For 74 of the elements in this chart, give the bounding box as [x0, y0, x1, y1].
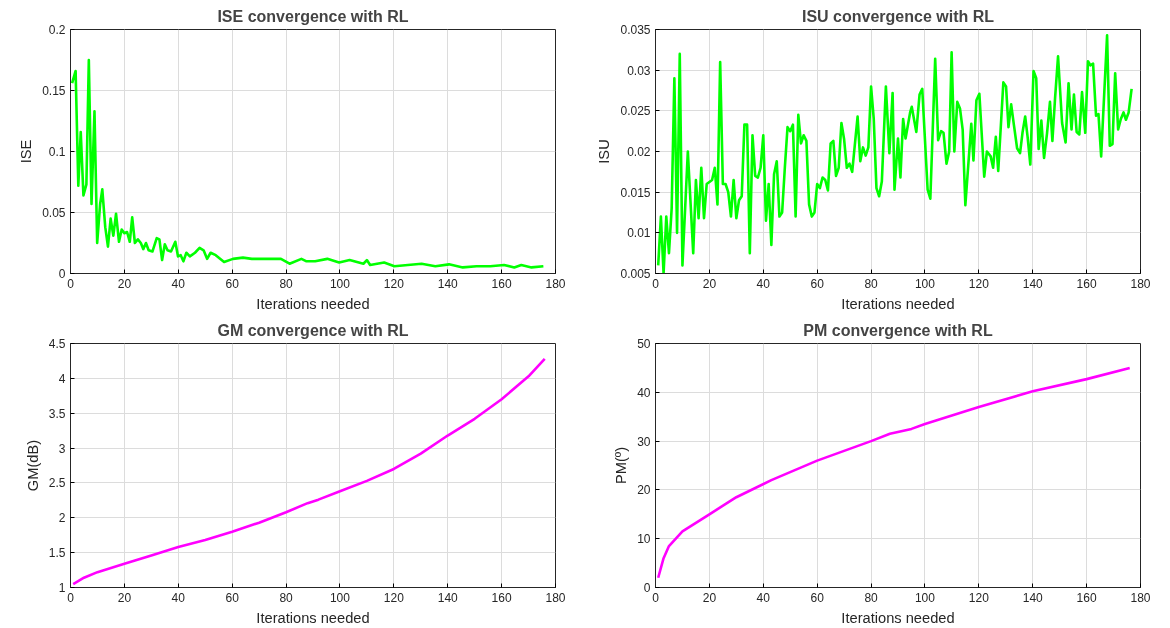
y-tick-label: 0.03: [627, 63, 651, 78]
x-tick-label: 40: [171, 276, 186, 291]
x-tick-label: 140: [1022, 590, 1044, 605]
x-axis-title: Iterations needed: [256, 295, 370, 312]
chart-title: PM convergence with RL: [803, 321, 993, 339]
y-tick-label: 4: [58, 371, 66, 386]
y-tick-label: 30: [637, 434, 651, 449]
x-tick-label: 40: [756, 590, 771, 605]
x-tick-label: 140: [437, 590, 459, 605]
x-tick-label: 120: [383, 590, 405, 605]
y-tick-label: 0.01: [627, 226, 651, 241]
y-tick-label: 0: [58, 267, 66, 281]
x-tick-label: 80: [279, 590, 294, 605]
x-tick-label: 60: [810, 276, 825, 291]
y-tick-label: 0.015: [620, 185, 651, 200]
x-tick-label: 40: [756, 276, 771, 291]
y-axis-title: GM(dB): [24, 439, 41, 492]
y-axis-title: ISE: [18, 139, 35, 164]
y-tick-label: 0.1: [48, 145, 66, 159]
x-tick-label: 160: [1076, 276, 1097, 291]
y-axis-title: ISU: [596, 139, 613, 164]
x-tick-label: 80: [864, 276, 879, 291]
x-tick-label: 20: [702, 276, 717, 291]
x-tick-label: 80: [864, 590, 879, 605]
x-tick-label: 80: [279, 276, 294, 291]
y-tick-label: 0.15: [42, 84, 66, 98]
x-tick-label: 100: [329, 590, 351, 605]
x-tick-label: 180: [545, 590, 566, 605]
y-tick-label: 0.2: [48, 23, 66, 37]
x-tick-label: 100: [914, 276, 936, 291]
x-tick-label: 120: [968, 276, 990, 291]
x-tick-label: 180: [1130, 276, 1151, 291]
x-tick-label: 20: [117, 276, 132, 291]
x-axis-title: Iterations needed: [841, 609, 955, 626]
y-tick-label: 10: [637, 532, 651, 547]
x-tick-label: 120: [968, 590, 990, 605]
x-tick-label: 60: [225, 590, 240, 605]
y-tick-label: 1.5: [48, 546, 66, 561]
y-tick-label: 0.035: [620, 23, 651, 37]
x-tick-label: 180: [1130, 590, 1151, 605]
chart-title: ISE convergence with RL: [217, 7, 409, 25]
x-tick-label: 100: [914, 590, 936, 605]
x-tick-label: 20: [117, 590, 132, 605]
x-tick-label: 120: [383, 276, 405, 291]
x-tick-label: 140: [437, 276, 459, 291]
x-tick-label: 140: [1022, 276, 1044, 291]
y-tick-label: 0.02: [627, 145, 651, 159]
y-tick-label: 0.005: [620, 267, 651, 281]
y-axis-title: PM(º): [613, 446, 630, 485]
y-tick-label: 3: [58, 441, 66, 456]
y-tick-label: 0.05: [42, 206, 66, 220]
x-tick-label: 60: [225, 276, 240, 291]
y-tick-label: 0: [643, 581, 651, 595]
x-axis-title: Iterations needed: [256, 609, 370, 626]
chart-title: ISU convergence with RL: [801, 7, 995, 25]
x-tick-label: 100: [329, 276, 351, 291]
x-tick-label: 40: [171, 590, 186, 605]
x-axis-title: Iterations needed: [841, 295, 955, 312]
y-tick-label: 50: [637, 337, 651, 351]
x-tick-label: 160: [491, 276, 512, 291]
x-tick-label: 60: [810, 590, 825, 605]
y-tick-label: 2.5: [48, 476, 66, 491]
x-tick-label: 160: [491, 590, 512, 605]
x-tick-label: 180: [545, 276, 566, 291]
x-tick-label: 160: [1076, 590, 1097, 605]
chart-title: GM convergence with RL: [217, 321, 409, 339]
y-tick-label: 0.025: [620, 104, 651, 119]
y-tick-label: 20: [637, 483, 651, 498]
y-tick-label: 1: [58, 581, 66, 595]
x-tick-label: 20: [702, 590, 717, 605]
y-tick-label: 2: [58, 511, 66, 526]
y-tick-label: 3.5: [48, 406, 66, 421]
y-tick-label: 40: [637, 385, 651, 400]
y-tick-label: 4.5: [48, 337, 66, 351]
